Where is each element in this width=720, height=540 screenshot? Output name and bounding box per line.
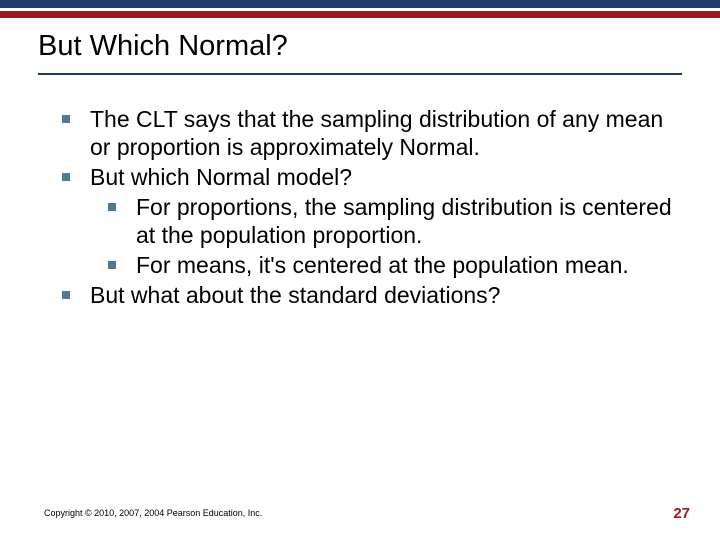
page-number: 27: [673, 505, 690, 522]
bullet-item: But what about the standard deviations?: [44, 281, 676, 309]
band-red: [0, 11, 720, 18]
bullet-text: But which Normal model?: [90, 164, 352, 190]
bullet-item: But which Normal model? For proportions,…: [44, 163, 676, 279]
bullet-text: The CLT says that the sampling distribut…: [90, 106, 663, 160]
content-area: The CLT says that the sampling distribut…: [0, 75, 720, 309]
bullet-text: But what about the standard deviations?: [90, 282, 500, 308]
top-color-band: [0, 0, 720, 18]
title-container: But Which Normal?: [0, 18, 720, 67]
sub-bullet-text: For means, it's centered at the populati…: [136, 252, 629, 278]
band-navy: [0, 0, 720, 8]
sub-bullet-item: For proportions, the sampling distributi…: [90, 193, 676, 249]
bullet-item: The CLT says that the sampling distribut…: [44, 105, 676, 161]
copyright-text: Copyright © 2010, 2007, 2004 Pearson Edu…: [44, 508, 262, 518]
sub-bullet-text: For proportions, the sampling distributi…: [136, 194, 672, 248]
slide-title: But Which Normal?: [38, 30, 682, 63]
sub-bullet-item: For means, it's centered at the populati…: [90, 251, 676, 279]
sub-bullet-list: For proportions, the sampling distributi…: [90, 193, 676, 279]
bullet-list: The CLT says that the sampling distribut…: [44, 105, 676, 309]
